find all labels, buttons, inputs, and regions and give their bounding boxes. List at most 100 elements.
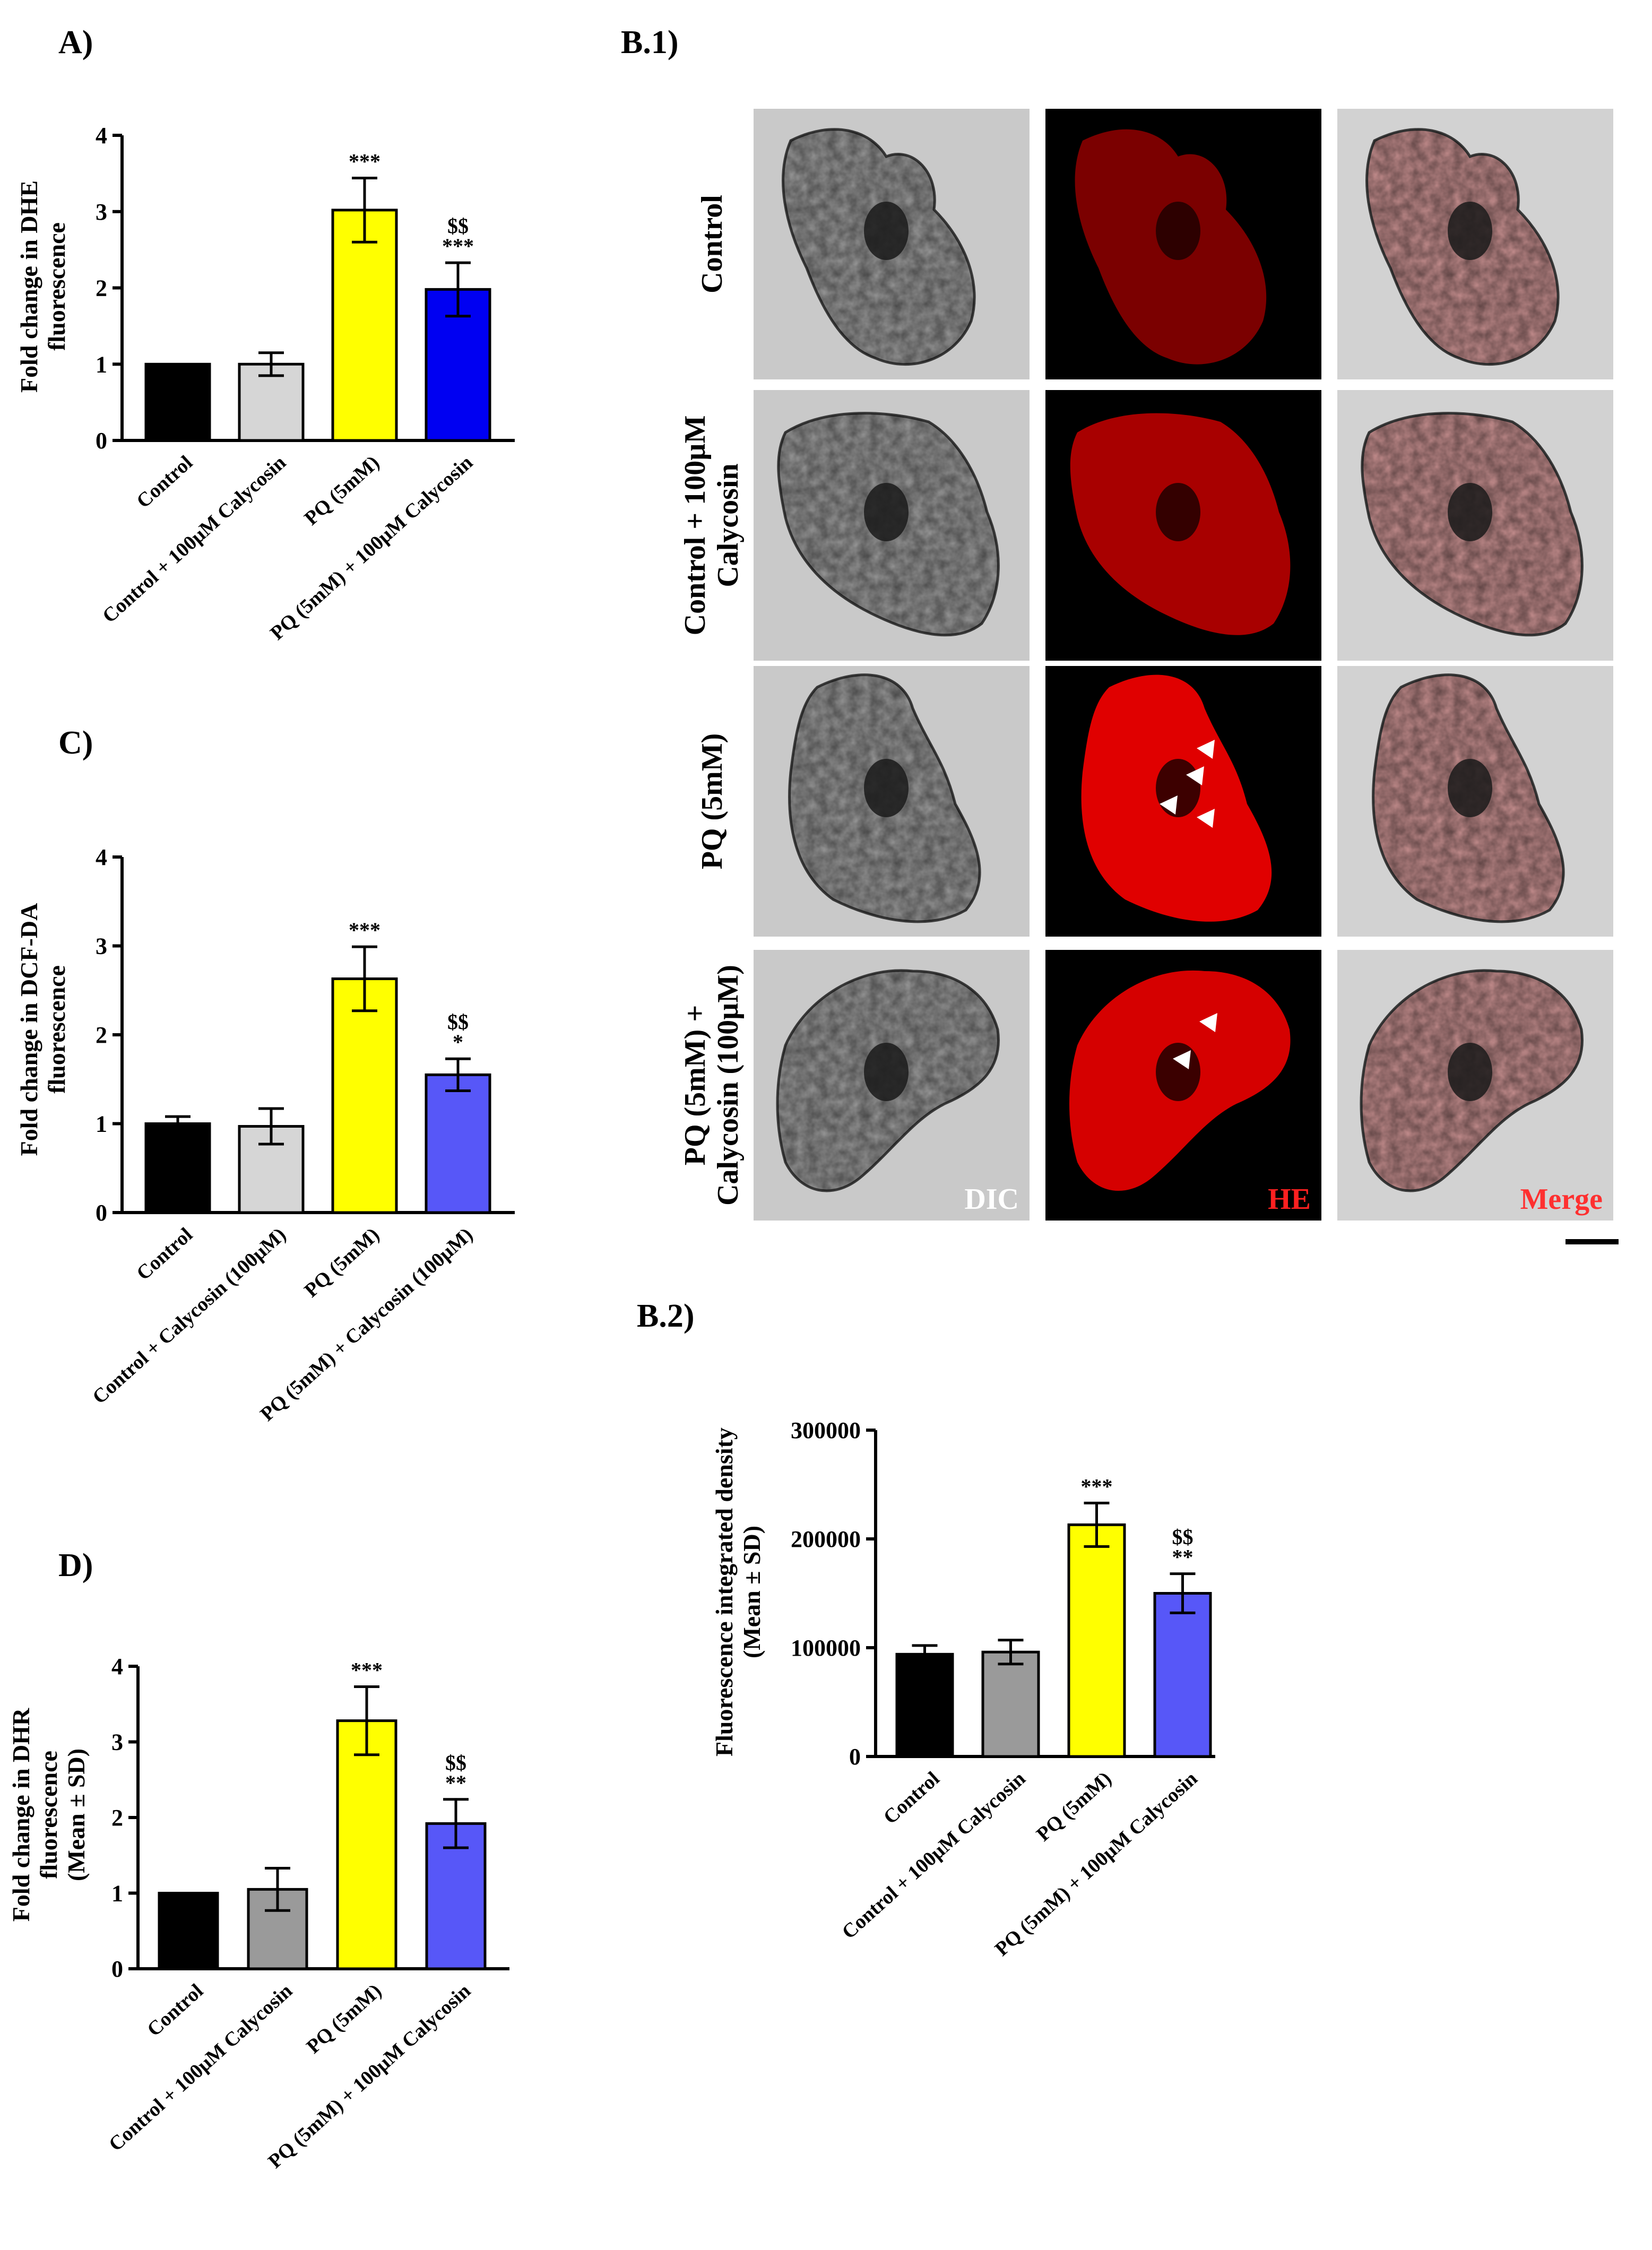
arrowhead-marker [1186, 766, 1204, 785]
panel-b2-bar [1153, 1592, 1212, 1758]
panel-a-significance-mark: *** [442, 234, 474, 258]
micrograph-tile-merge [1337, 950, 1613, 1221]
panel-b2-chart: B.2) 0 100000 200000 300000 Fluorescence int… [637, 1298, 1215, 1960]
panel-b2-bar [895, 1652, 954, 1758]
panel-c-category-label: PQ (5mM) [300, 1223, 384, 1302]
tissue-dark-core [864, 202, 909, 260]
panel-d-ytick-label: 1 [111, 1881, 123, 1907]
panel-a-y-axis-label: Fold change in DHEfluorescence [15, 180, 70, 393]
panel-b2-ytick-label: 300000 [791, 1417, 861, 1443]
panel-b2-bar [1067, 1523, 1126, 1758]
panel-b2-ytick-label: 0 [849, 1744, 861, 1770]
panel-c-significance-mark: *** [349, 918, 380, 942]
arrowhead-marker [1197, 809, 1215, 828]
panel-c-ytick-label: 0 [96, 1200, 107, 1226]
tissue-dark-core [864, 483, 909, 541]
micrograph-row-label: Control [696, 195, 729, 293]
panel-a-category-label: Control [132, 451, 197, 513]
panel-b2-category-label: Control + 100µM Calycosin [838, 1767, 1030, 1943]
micrograph-tile-dic [754, 950, 1030, 1221]
panel-d-label: D) [58, 1547, 93, 1583]
panel-b2-ytick-label: 100000 [791, 1635, 861, 1661]
tissue-dark-core [864, 759, 909, 817]
tissue-dark-core [1156, 1043, 1200, 1101]
panel-a-bar [331, 209, 398, 442]
panel-b2-ytick-label: 200000 [791, 1526, 861, 1552]
panel-c-ytick-label: 4 [96, 844, 107, 870]
panel-b2-y-axis-label: Fluorescence integrated density(Mean ± S… [711, 1427, 765, 1756]
panel-a-label: A) [58, 24, 93, 60]
panel-b2-significance-mark: $$ [1172, 1525, 1193, 1549]
panel-a-bar [144, 362, 211, 442]
micrograph-row-label: PQ (5mM) +Calycosin (100µM) [679, 965, 745, 1206]
panel-d-significance-mark: *** [351, 1658, 383, 1682]
tissue-dark-core [1448, 759, 1492, 817]
panel-c-ytick-label: 1 [96, 1111, 107, 1137]
panel-c-ytick-label: 2 [96, 1022, 107, 1048]
tissue-dark-core [1448, 1043, 1492, 1101]
panel-a-ytick-label: 3 [96, 199, 107, 225]
panel-d-significance-mark: ** [445, 1771, 466, 1795]
panel-d-ytick-label: 3 [111, 1729, 123, 1755]
panel-c-significance-mark: * [453, 1030, 463, 1054]
panel-a-category-label: PQ (5mM) [300, 451, 384, 530]
panel-d-category-label: Control [143, 1979, 207, 2041]
panel-d-y-axis-label: Fold change in DHRfluorescence(Mean ± SD… [7, 1708, 90, 1922]
panel-c-category-label: Control + Calycosin (100µM) [88, 1223, 290, 1408]
micrograph-tile-merge [1337, 390, 1613, 661]
tissue-dark-core [1448, 483, 1492, 541]
panel-c-chart: C) 0 1 2 3 4 Fold change in DCF-DAfluorescenc… [15, 725, 515, 1425]
arrowhead-marker [1197, 740, 1215, 759]
micrograph-tile-he [1045, 950, 1321, 1221]
tissue-dark-core [1448, 202, 1492, 260]
panel-a-category-label: PQ (5mM) + 100µM Calycosin [266, 451, 477, 644]
panel-b2-bar [981, 1650, 1040, 1758]
panel-a-category-label: Control + 100µM Calycosin [98, 451, 290, 627]
panel-b2-significance-mark: ** [1172, 1545, 1193, 1569]
tissue-dark-core [1156, 202, 1200, 260]
panel-d-category-label: PQ (5mM) [302, 1979, 386, 2058]
panel-a-significance-mark: *** [349, 150, 380, 174]
panel-d-ytick-label: 4 [111, 1654, 123, 1680]
panel-b2-category-label: Control [879, 1767, 944, 1829]
panel-c-significance-mark: $$ [447, 1010, 469, 1034]
panel-b2-label: B.2) [637, 1298, 695, 1334]
panel-c-bar [425, 1073, 491, 1214]
micrograph-tile-dic [754, 109, 1030, 379]
panel-c-bar [331, 977, 398, 1214]
panel-a-significance-mark: $$ [447, 214, 469, 238]
micrograph-tile-he [1045, 666, 1321, 937]
column-label-merge: Merge [1520, 1183, 1603, 1216]
tissue-dark-core [864, 1043, 909, 1101]
arrowhead-marker [1160, 795, 1178, 815]
panel-b1-label: B.1) [621, 24, 679, 60]
panel-b1-micrographs: B.1) Control Control + 100µMCalycosin PQ (… [621, 24, 1619, 1244]
panel-d-bar [336, 1719, 397, 1970]
panel-a-ytick-label: 2 [96, 275, 107, 301]
tissue-dark-core [1156, 759, 1200, 817]
panel-a-ytick-label: 4 [96, 123, 107, 149]
arrowhead-marker [1199, 1013, 1217, 1032]
column-label-he: HE [1268, 1183, 1311, 1216]
micrograph-row-label: PQ (5mM) [696, 733, 729, 870]
panel-d-ytick-label: 2 [111, 1805, 123, 1831]
micrograph-tile-he [1045, 109, 1321, 379]
micrograph-tile-he [1045, 390, 1321, 661]
micrograph-tile-dic [754, 390, 1030, 661]
micrograph-tile-merge [1337, 109, 1613, 379]
panel-c-label: C) [58, 725, 93, 761]
micrograph-tile-dic [754, 666, 1030, 937]
panel-d-bar [158, 1892, 219, 1970]
panel-a-chart: A) 0 1 2 3 4 Fold change in DHEfluorescence Co… [15, 24, 515, 644]
panel-b2-category-label: PQ (5mM) [1032, 1767, 1115, 1846]
panel-a-bar [425, 288, 491, 442]
panel-a-ytick-label: 1 [96, 351, 107, 377]
panel-c-category-label: Control [132, 1223, 197, 1285]
micrograph-tile-merge [1337, 666, 1613, 937]
column-label-dic: DIC [964, 1183, 1019, 1216]
panel-d-chart: D) 0 1 2 3 4 Fold change in DHRfluorescence(M… [7, 1547, 509, 2173]
panel-d-category-label: Control + 100µM Calycosin [105, 1979, 297, 2156]
panel-b2-significance-mark: *** [1081, 1474, 1113, 1498]
panel-c-ytick-label: 3 [96, 933, 107, 959]
